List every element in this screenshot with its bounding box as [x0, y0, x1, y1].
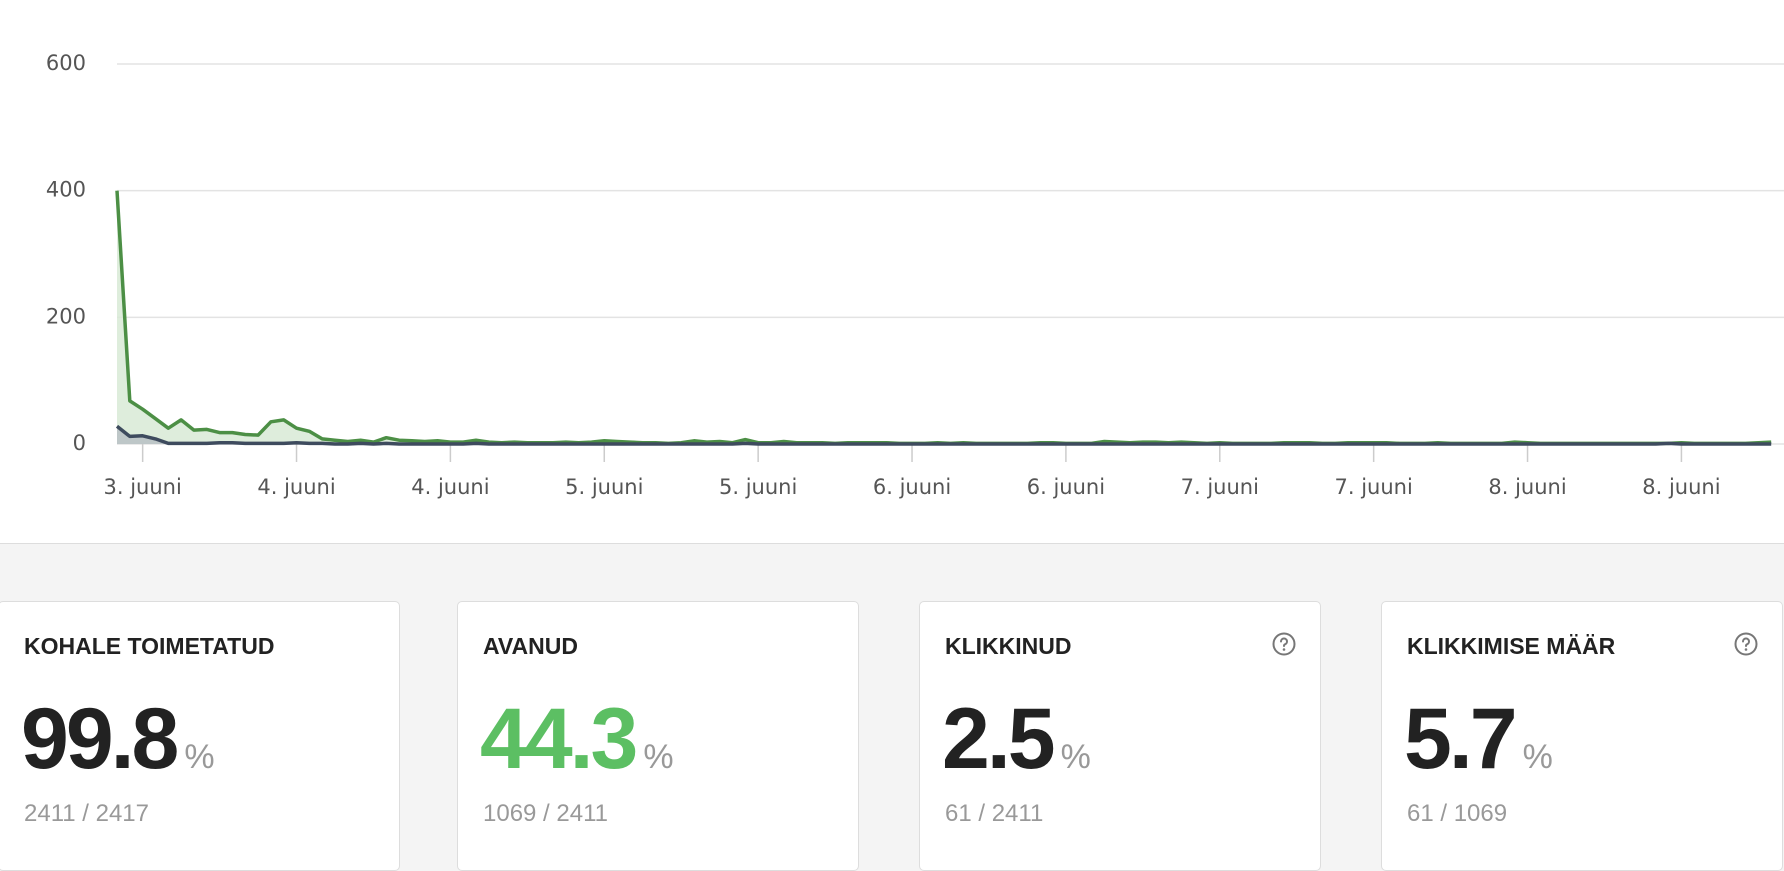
- card-unit: %: [1060, 738, 1091, 776]
- stat-card: KLIKKIMISE MÄÄR 5.7% 61 / 1069: [1381, 601, 1783, 871]
- card-title: KLIKKINUD: [945, 633, 1072, 659]
- card-value: 5.7: [1404, 691, 1518, 787]
- card-value-box: 44.3%: [480, 690, 674, 789]
- card-value-box: 99.8%: [21, 690, 215, 789]
- card-unit: %: [1522, 738, 1553, 776]
- card-title: AVANUD: [483, 633, 578, 659]
- x-tick-label: 5. juuni: [719, 475, 797, 499]
- card-sub: 61 / 1069: [1407, 800, 1508, 827]
- x-tick-label: 4. juuni: [411, 475, 489, 499]
- y-tick-label: 400: [46, 178, 86, 202]
- x-tick-label: 6. juuni: [873, 475, 951, 499]
- card-sub: 61 / 2411: [945, 800, 1044, 827]
- card-value: 44.3: [480, 691, 638, 787]
- card-value-box: 5.7%: [1404, 690, 1553, 789]
- x-tick-label: 6. juuni: [1027, 475, 1105, 499]
- x-tick-label: 8. juuni: [1642, 475, 1720, 499]
- stat-card: AVANUD 44.3% 1069 / 2411: [457, 601, 859, 871]
- chart: 0 200 400 600 3. juuni 4. juuni 4. juuni 5. juu…: [0, 0, 1784, 544]
- x-tick-label: 8. juuni: [1488, 475, 1566, 499]
- x-tick-label: 4. juuni: [257, 475, 335, 499]
- card-sub: 1069 / 2411: [483, 800, 609, 827]
- card-value: 99.8: [21, 691, 179, 787]
- x-tick-label: 7. juuni: [1335, 475, 1413, 499]
- stat-card: KOHALE TOIMETATUD 99.8% 2411 / 2417: [0, 601, 400, 871]
- card-value: 2.5: [942, 691, 1056, 787]
- card-value-box: 2.5%: [942, 690, 1091, 789]
- x-tick-label: 5. juuni: [565, 475, 643, 499]
- x-tick-label: 7. juuni: [1181, 475, 1259, 499]
- card-unit: %: [184, 738, 215, 776]
- card-title: KOHALE TOIMETATUD: [24, 633, 275, 659]
- y-tick-label: 0: [73, 431, 86, 455]
- help-icon[interactable]: [1734, 632, 1758, 656]
- y-tick-label: 600: [46, 51, 86, 75]
- card-sub: 2411 / 2417: [24, 800, 150, 827]
- y-tick-label: 200: [46, 304, 86, 328]
- help-icon[interactable]: [1272, 632, 1296, 656]
- stat-card: KLIKKINUD 2.5% 61 / 2411: [919, 601, 1321, 871]
- card-unit: %: [643, 738, 674, 776]
- line: [115, 424, 1772, 446]
- card-title: KLIKKIMISE MÄÄR: [1407, 633, 1616, 659]
- x-tick-label: 3. juuni: [103, 475, 181, 499]
